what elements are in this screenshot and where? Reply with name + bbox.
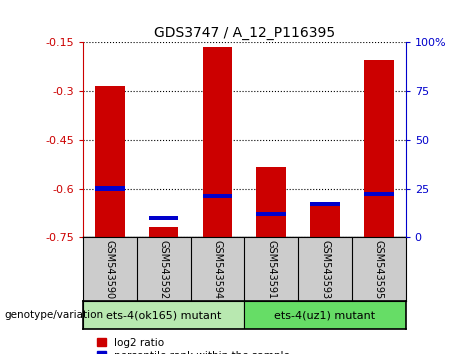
Bar bbox=[256, 167, 286, 237]
Bar bbox=[244, 301, 406, 329]
Text: GSM543592: GSM543592 bbox=[159, 240, 169, 299]
Bar bbox=[149, 216, 178, 220]
Bar bbox=[364, 60, 394, 237]
Text: GSM543590: GSM543590 bbox=[105, 240, 115, 299]
Text: GSM543595: GSM543595 bbox=[374, 240, 384, 299]
Bar bbox=[95, 86, 124, 237]
Bar bbox=[310, 202, 340, 206]
Bar bbox=[83, 301, 244, 329]
Text: GSM543591: GSM543591 bbox=[266, 240, 276, 299]
Text: ets-4(uz1) mutant: ets-4(uz1) mutant bbox=[274, 310, 376, 320]
Legend: log2 ratio, percentile rank within the sample: log2 ratio, percentile rank within the s… bbox=[97, 338, 290, 354]
Bar bbox=[203, 194, 232, 199]
Text: GSM543593: GSM543593 bbox=[320, 240, 330, 299]
Text: GSM543594: GSM543594 bbox=[213, 240, 223, 299]
Bar bbox=[364, 192, 394, 196]
Title: GDS3747 / A_12_P116395: GDS3747 / A_12_P116395 bbox=[154, 26, 335, 40]
Bar bbox=[256, 212, 286, 216]
Bar bbox=[95, 186, 124, 191]
Text: ets-4(ok165) mutant: ets-4(ok165) mutant bbox=[106, 310, 221, 320]
Bar bbox=[310, 206, 340, 237]
Text: genotype/variation: genotype/variation bbox=[5, 310, 104, 320]
Bar bbox=[149, 227, 178, 237]
Bar bbox=[203, 47, 232, 237]
